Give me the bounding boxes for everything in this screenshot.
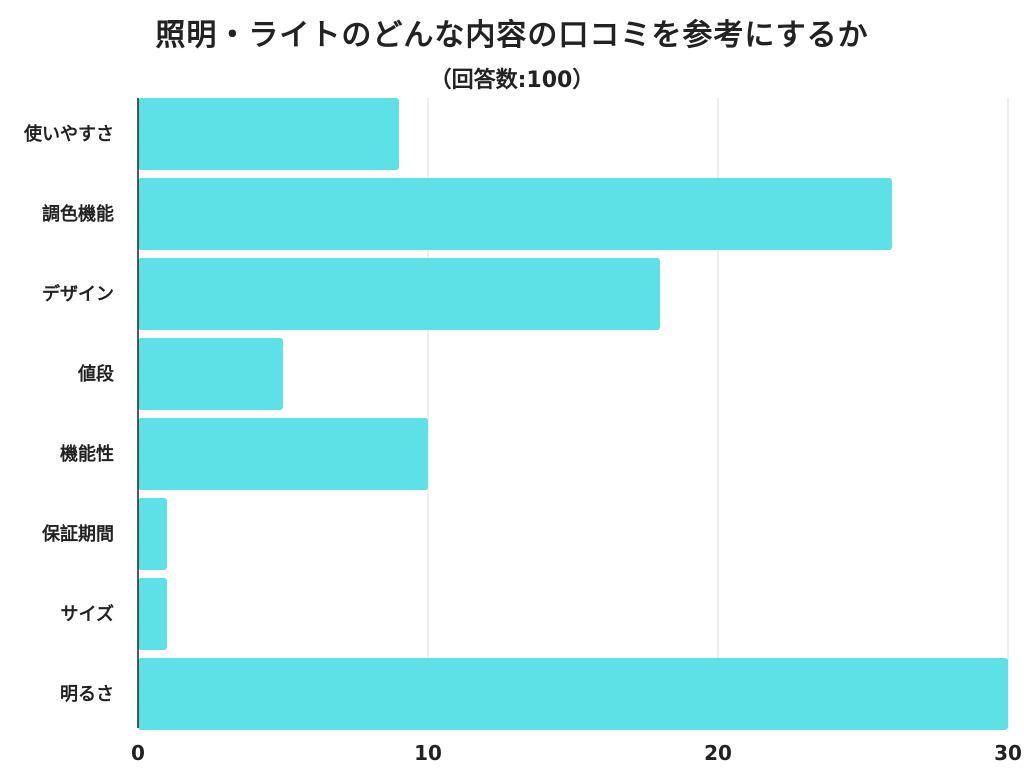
x-tick-label-20: 20 [704,741,732,765]
bar-2 [138,258,660,330]
bar-5 [138,498,167,570]
category-label-2: デザイン [42,283,114,305]
chart-subtitle: （回答数:100） [429,68,595,93]
bar-3 [138,338,283,410]
category-label-7: 明るさ [60,684,114,705]
bar-4 [138,418,428,490]
x-tick-label-0: 0 [131,741,145,765]
x-tick-label-10: 10 [414,741,442,765]
category-label-6: サイズ [61,603,114,625]
x-tick-label-30: 30 [994,741,1022,765]
bar-1 [138,178,892,250]
category-label-1: 調色機能 [42,203,114,225]
bar-6 [138,578,167,650]
chart-title: 照明・ライトのどんな内容の口コミを参考にするか [155,18,869,53]
category-label-5: 保証期間 [41,523,114,545]
bar-0 [138,98,399,170]
bar-7 [138,658,1008,730]
category-label-4: 機能性 [60,443,114,465]
category-label-3: 値段 [77,363,115,385]
category-label-0: 使いやすさ [23,124,114,145]
